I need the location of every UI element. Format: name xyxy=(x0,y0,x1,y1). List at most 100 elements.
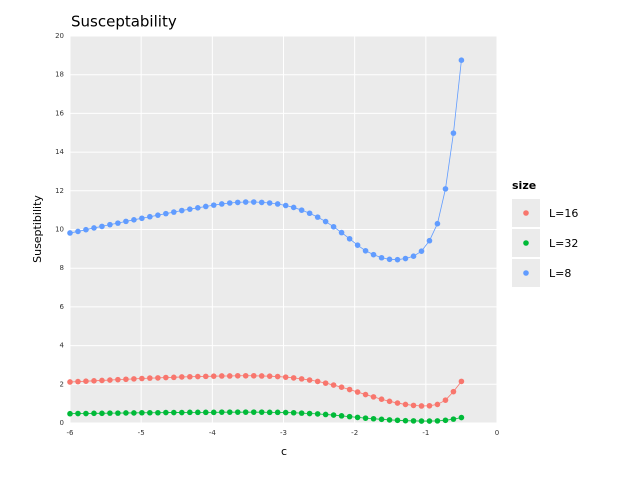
data-point xyxy=(402,401,409,408)
data-point xyxy=(418,248,425,254)
data-point xyxy=(354,414,361,421)
data-point xyxy=(378,254,385,261)
legend-label: L=32 xyxy=(549,237,578,250)
data-point xyxy=(139,215,145,222)
data-point xyxy=(442,186,449,192)
data-point xyxy=(226,373,233,379)
data-point xyxy=(266,373,273,379)
data-point xyxy=(123,410,129,416)
data-point xyxy=(226,409,233,415)
data-point xyxy=(218,373,225,379)
data-point xyxy=(338,229,345,236)
y-tick-label: 0 xyxy=(60,419,64,427)
data-point xyxy=(195,205,201,211)
data-point xyxy=(115,410,121,416)
data-point xyxy=(434,418,441,424)
data-point xyxy=(362,247,369,254)
data-point xyxy=(410,402,417,409)
data-point xyxy=(322,411,329,418)
y-axis-label: Suseptibility xyxy=(31,195,44,263)
data-point xyxy=(83,226,89,233)
data-point xyxy=(346,413,353,420)
data-point xyxy=(458,414,465,421)
data-point xyxy=(450,416,457,422)
y-tick-label: 14 xyxy=(55,148,64,156)
data-point xyxy=(218,409,225,415)
data-point xyxy=(298,376,305,382)
data-point xyxy=(195,373,201,380)
data-point xyxy=(418,403,425,409)
data-point xyxy=(131,217,137,223)
data-point xyxy=(266,409,273,416)
data-point xyxy=(218,201,225,207)
data-point xyxy=(155,375,161,381)
x-tick-label: -5 xyxy=(138,429,145,437)
data-point xyxy=(210,202,217,208)
data-point xyxy=(426,418,433,424)
data-point xyxy=(426,237,433,244)
data-point xyxy=(386,256,393,263)
y-tick-label: 16 xyxy=(55,109,64,117)
data-point xyxy=(282,374,289,380)
data-point xyxy=(330,382,337,388)
data-point xyxy=(410,418,417,424)
data-point xyxy=(322,380,329,386)
data-point xyxy=(250,372,257,379)
data-point xyxy=(450,388,457,395)
data-point xyxy=(370,415,377,422)
x-tick-label: -1 xyxy=(422,429,429,437)
data-point xyxy=(370,394,377,400)
chart-title: Susceptability xyxy=(71,13,177,31)
data-point xyxy=(171,374,177,381)
data-point xyxy=(202,203,209,210)
y-tick-label: 12 xyxy=(55,187,64,195)
data-point xyxy=(434,220,441,227)
legend-marker xyxy=(523,270,529,276)
data-point xyxy=(179,207,185,214)
data-point xyxy=(139,409,145,416)
data-point xyxy=(83,410,89,417)
data-point xyxy=(450,130,457,136)
data-point xyxy=(187,373,193,380)
data-point xyxy=(314,411,321,417)
data-point xyxy=(378,416,385,423)
data-point xyxy=(163,374,169,381)
y-tick-label: 10 xyxy=(55,226,64,234)
data-point xyxy=(242,409,249,415)
data-point xyxy=(346,386,353,393)
data-point xyxy=(155,409,161,416)
data-point xyxy=(458,57,465,63)
x-tick-label: -3 xyxy=(280,429,287,437)
data-point xyxy=(187,206,193,212)
data-point xyxy=(266,200,273,206)
y-tick-label: 4 xyxy=(60,342,65,350)
data-point xyxy=(202,409,209,416)
data-point xyxy=(91,225,97,231)
y-tick-label: 8 xyxy=(60,264,64,272)
data-point xyxy=(322,218,329,225)
x-tick-label: 0 xyxy=(495,429,499,437)
data-point xyxy=(250,199,257,205)
data-point xyxy=(346,235,353,242)
legend-title: size xyxy=(512,179,536,192)
data-point xyxy=(426,402,433,409)
data-point xyxy=(250,409,257,415)
legend-marker xyxy=(523,240,529,246)
data-point xyxy=(402,417,409,424)
data-point xyxy=(91,410,97,417)
data-point xyxy=(75,228,81,235)
data-point xyxy=(314,378,321,385)
data-point xyxy=(290,409,297,416)
y-tick-label: 6 xyxy=(60,303,65,311)
data-point xyxy=(306,210,313,217)
data-point xyxy=(210,373,217,379)
data-point xyxy=(107,221,113,228)
data-point xyxy=(83,378,89,385)
data-point xyxy=(394,400,401,406)
data-point xyxy=(210,409,217,416)
data-point xyxy=(442,397,449,403)
data-point xyxy=(274,409,281,416)
data-point xyxy=(99,377,105,384)
data-point xyxy=(306,377,313,383)
data-point xyxy=(179,409,185,416)
